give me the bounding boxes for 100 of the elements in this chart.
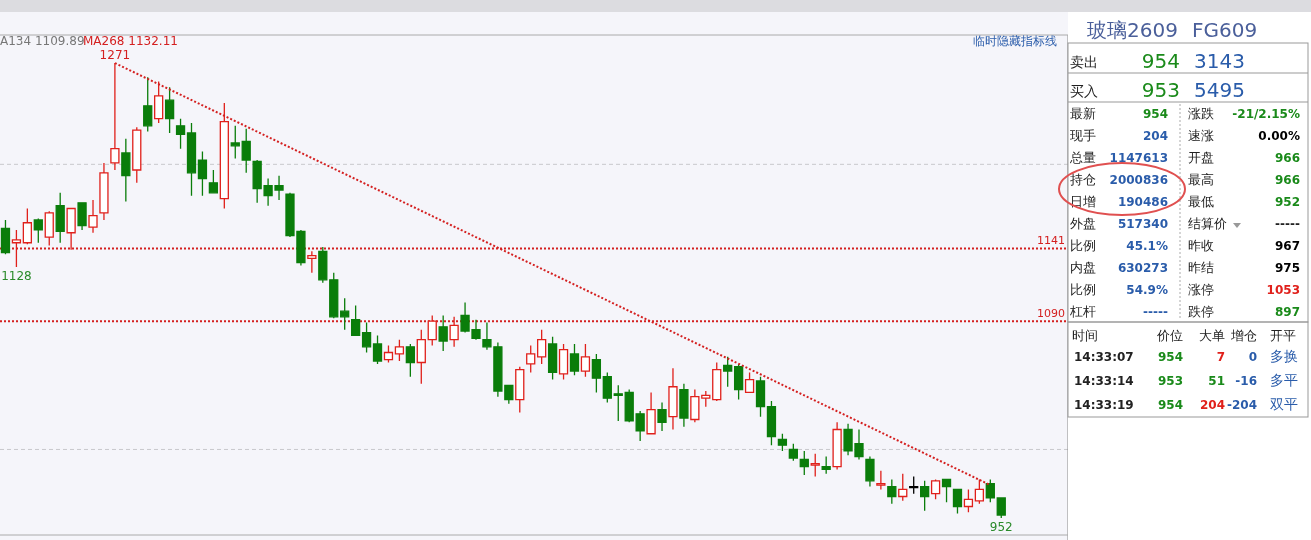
text: -21/2.15% xyxy=(1232,107,1300,121)
text: 966 xyxy=(1274,173,1300,187)
annotation: 临时隐藏指标线 xyxy=(973,34,1057,48)
text: 速涨 xyxy=(1188,128,1214,143)
text: 0 xyxy=(1248,350,1257,364)
candlestick xyxy=(558,343,569,381)
candlestick xyxy=(777,433,788,452)
candlestick xyxy=(55,192,65,244)
text: 昨结 xyxy=(1188,260,1214,275)
candlestick xyxy=(438,314,448,352)
candlestick xyxy=(985,478,995,503)
text: ----- xyxy=(1143,305,1169,319)
text: 外盘 xyxy=(1070,216,1096,231)
text: 3143 xyxy=(1194,49,1245,73)
candlestick xyxy=(405,343,415,378)
candlestick xyxy=(22,207,33,245)
candlestick xyxy=(930,478,941,501)
annotation: 1271 xyxy=(99,48,131,63)
text: -16 xyxy=(1235,374,1257,388)
candlestick xyxy=(329,272,339,319)
candlestick xyxy=(77,202,87,231)
text: 14:33:14 xyxy=(1074,374,1134,388)
text: 954 xyxy=(1157,398,1183,412)
text: 953 xyxy=(1141,78,1180,102)
candlestick xyxy=(361,321,372,354)
candlestick xyxy=(340,297,350,331)
text: 开盘 xyxy=(1188,150,1214,165)
candlestick xyxy=(307,250,317,274)
candlestick xyxy=(744,371,755,394)
text: 开平 xyxy=(1270,328,1296,343)
text: 966 xyxy=(1274,151,1300,165)
candlestick xyxy=(963,488,974,513)
text: 190486 xyxy=(1117,195,1168,209)
candlestick xyxy=(99,162,109,221)
text: 967 xyxy=(1274,239,1300,253)
candlestick xyxy=(646,391,656,435)
candlestick xyxy=(613,384,623,422)
text: 0.00% xyxy=(1258,129,1300,143)
text: 最高 xyxy=(1188,172,1214,187)
candlestick xyxy=(383,344,394,364)
candlestick xyxy=(515,366,525,414)
text: 时间 xyxy=(1072,328,1098,343)
text: 14:33:07 xyxy=(1074,350,1134,364)
text: 7 xyxy=(1216,350,1225,364)
candlestick xyxy=(996,497,1006,519)
candlestick xyxy=(33,217,43,244)
text: 比例 xyxy=(1070,238,1096,253)
text: 953 xyxy=(1157,374,1183,388)
text: 954 xyxy=(1142,107,1168,121)
text: 54.9% xyxy=(1126,283,1168,297)
candlestick xyxy=(952,488,963,515)
annotation: MA268 1132.11 xyxy=(83,34,178,48)
candlestick xyxy=(416,329,426,385)
candlestick xyxy=(755,376,766,418)
candlestick xyxy=(208,169,219,194)
ref-line-label: 1090 xyxy=(1037,307,1065,321)
candlestick xyxy=(132,126,142,184)
candlestick xyxy=(0,219,11,255)
candlestick xyxy=(591,353,602,394)
text: 总量 xyxy=(1069,150,1096,165)
candlestick xyxy=(121,138,131,203)
text: 1053 xyxy=(1266,283,1300,297)
candlestick xyxy=(712,361,722,402)
text: 双平 xyxy=(1270,396,1298,412)
text: 2000836 xyxy=(1109,173,1168,187)
candlestick xyxy=(876,470,886,491)
text: -204 xyxy=(1226,398,1257,412)
candlestick xyxy=(832,421,842,471)
text: 内盘 xyxy=(1070,260,1096,275)
candlestick xyxy=(219,102,229,210)
text: 多换 xyxy=(1270,348,1298,364)
candlestick xyxy=(88,199,98,234)
candlestick xyxy=(865,455,875,488)
text: 14:33:19 xyxy=(1074,398,1134,412)
candlestick xyxy=(580,343,591,378)
annotation: 1128 xyxy=(1,268,32,283)
ref-line-label: 1141 xyxy=(1037,234,1065,248)
annotation: 952 xyxy=(989,519,1013,534)
text: 比例 xyxy=(1070,282,1096,297)
text: 952 xyxy=(1274,195,1300,209)
candlestick xyxy=(810,453,820,478)
candlestick xyxy=(733,363,744,401)
candlestick xyxy=(350,304,361,337)
candlestick xyxy=(799,450,809,476)
candlestick xyxy=(372,334,383,365)
candlestick xyxy=(723,356,733,388)
text: ----- xyxy=(1275,217,1301,231)
candlestick xyxy=(668,367,678,431)
candlestick xyxy=(143,76,153,133)
text: 5495 xyxy=(1194,78,1245,102)
text: 昨收 xyxy=(1188,238,1214,253)
text: 204 xyxy=(1199,398,1225,412)
text: 涨停 xyxy=(1188,282,1214,297)
candlestick xyxy=(164,86,175,134)
text: 954 xyxy=(1141,49,1180,73)
candlestick xyxy=(821,455,831,475)
text: 增仓 xyxy=(1230,328,1257,343)
text: 结算价 xyxy=(1188,216,1227,231)
text: 涨跌 xyxy=(1188,106,1214,121)
text: FG609 xyxy=(1192,18,1258,42)
